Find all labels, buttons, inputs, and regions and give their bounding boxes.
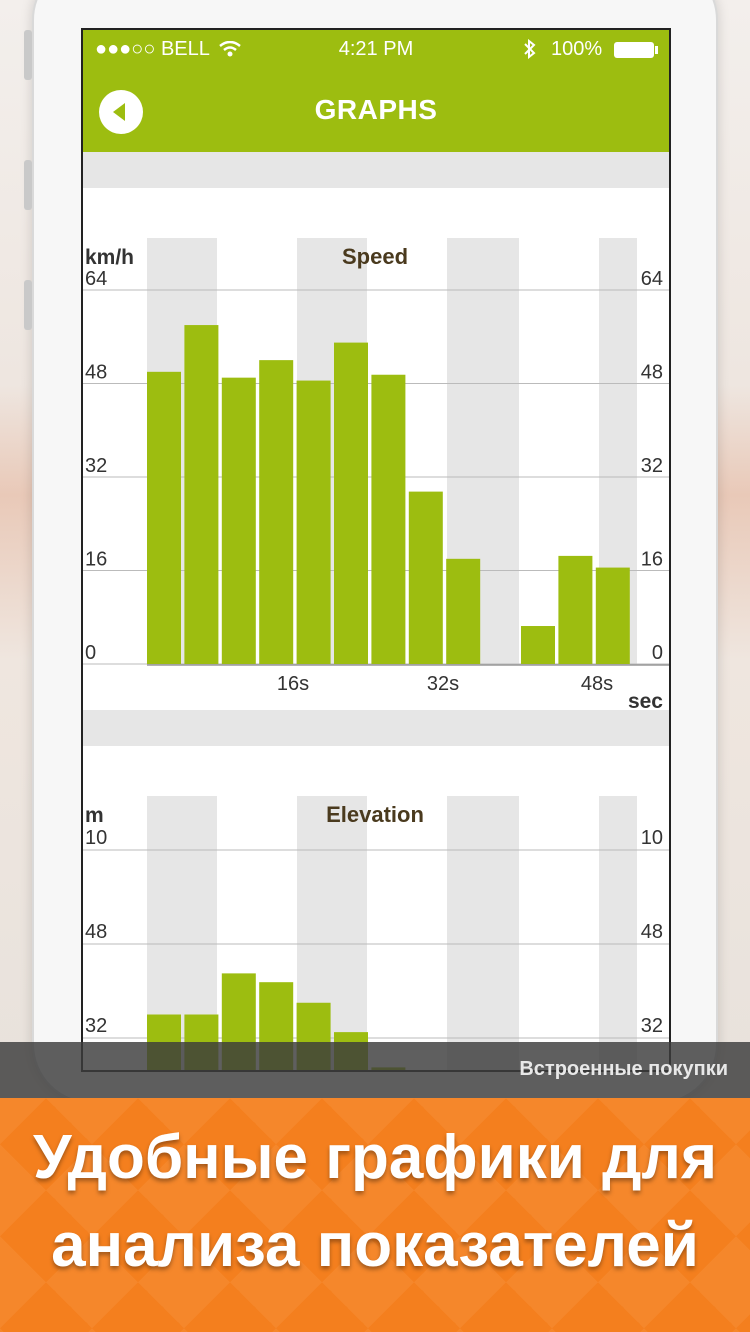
section-separator	[83, 710, 669, 746]
in-app-purchases-bar: Встроенные покупки	[0, 1042, 750, 1098]
x-axis-unit: sec	[628, 690, 663, 708]
y-tick-label-right: 0	[652, 642, 663, 664]
page-title: GRAPHS	[314, 94, 438, 125]
nav-bar: GRAPHS	[83, 70, 669, 152]
chart-bar	[595, 567, 630, 664]
battery-icon	[613, 41, 659, 65]
chart-bar	[371, 374, 406, 664]
y-tick-label-left: 10	[85, 827, 107, 849]
speed-chart-svg: km/h Speed 0 0 16 16 32 32 48 48 64 64 16s 32s 48s sec	[83, 238, 669, 713]
y-tick-label-right: 10	[641, 827, 663, 849]
banner-line-2: анализа показателей	[51, 1211, 699, 1280]
banner-pattern	[0, 1098, 750, 1332]
y-tick-label-right: 32	[641, 455, 663, 477]
y-tick-label-right: 64	[641, 268, 663, 290]
chart-bar	[296, 380, 331, 664]
wifi-icon	[219, 40, 241, 63]
y-axis-unit: km/h	[85, 246, 134, 269]
chart-bar	[334, 342, 368, 664]
y-axis-unit: m	[85, 804, 104, 827]
bluetooth-icon	[523, 38, 537, 65]
y-tick-label-left: 48	[85, 921, 107, 943]
y-tick-label-left: 64	[85, 268, 107, 290]
chart-bar	[446, 558, 481, 664]
chart-bar	[184, 325, 219, 664]
chart-title: Speed	[342, 244, 408, 269]
status-time: 4:21 PM	[338, 38, 414, 60]
y-tick-label-left: 16	[85, 549, 107, 571]
speed-chart: km/h Speed 0 0 16 16 32 32 48 48 64 64 16s 32s 48s sec	[83, 188, 669, 713]
chart-bar	[558, 555, 593, 664]
chart-bar	[221, 377, 256, 664]
y-tick-label-left: 32	[85, 1015, 107, 1037]
banner-line-1: Удобные графики для	[32, 1123, 718, 1192]
y-tick-label-left: 48	[85, 362, 107, 384]
grid-band	[599, 796, 637, 1070]
phone-side-button	[24, 160, 32, 210]
elevation-chart-svg: m Elevation 32 32 48 48 10 10	[83, 796, 669, 1070]
app-screen: ●●●○○ BELL 4:21 PM 100% GRAPHS km/h Speed…	[81, 28, 671, 1072]
y-tick-label-right: 48	[641, 921, 663, 943]
y-tick-label-right: 32	[641, 1015, 663, 1037]
chart-bar	[408, 491, 443, 664]
phone-side-button	[24, 30, 32, 80]
chart-bar	[147, 371, 181, 664]
x-tick-label: 16s	[277, 673, 309, 695]
elevation-chart: m Elevation 32 32 48 48 10 10	[83, 746, 669, 1070]
back-arrow-icon[interactable]	[99, 90, 143, 134]
chart-title: Elevation	[326, 802, 424, 827]
x-tick-label: 32s	[427, 673, 459, 695]
phone-side-button	[24, 280, 32, 330]
chart-bar	[259, 360, 294, 664]
promo-banner: Удобные графики для анализа показателей	[0, 1098, 750, 1332]
y-tick-label-left: 0	[85, 642, 96, 664]
carrier-label: ●●●○○ BELL	[95, 38, 210, 60]
y-tick-label-right: 16	[641, 549, 663, 571]
section-separator	[83, 152, 669, 188]
status-bar: ●●●○○ BELL 4:21 PM 100%	[83, 30, 669, 70]
x-tick-label: 48s	[581, 673, 613, 695]
battery-percent: 100%	[551, 38, 603, 60]
in-app-purchases-label: Встроенные покупки	[519, 1058, 728, 1080]
y-tick-label-left: 32	[85, 455, 107, 477]
chart-bar	[521, 626, 555, 664]
grid-band	[447, 796, 519, 1070]
y-tick-label-right: 48	[641, 362, 663, 384]
